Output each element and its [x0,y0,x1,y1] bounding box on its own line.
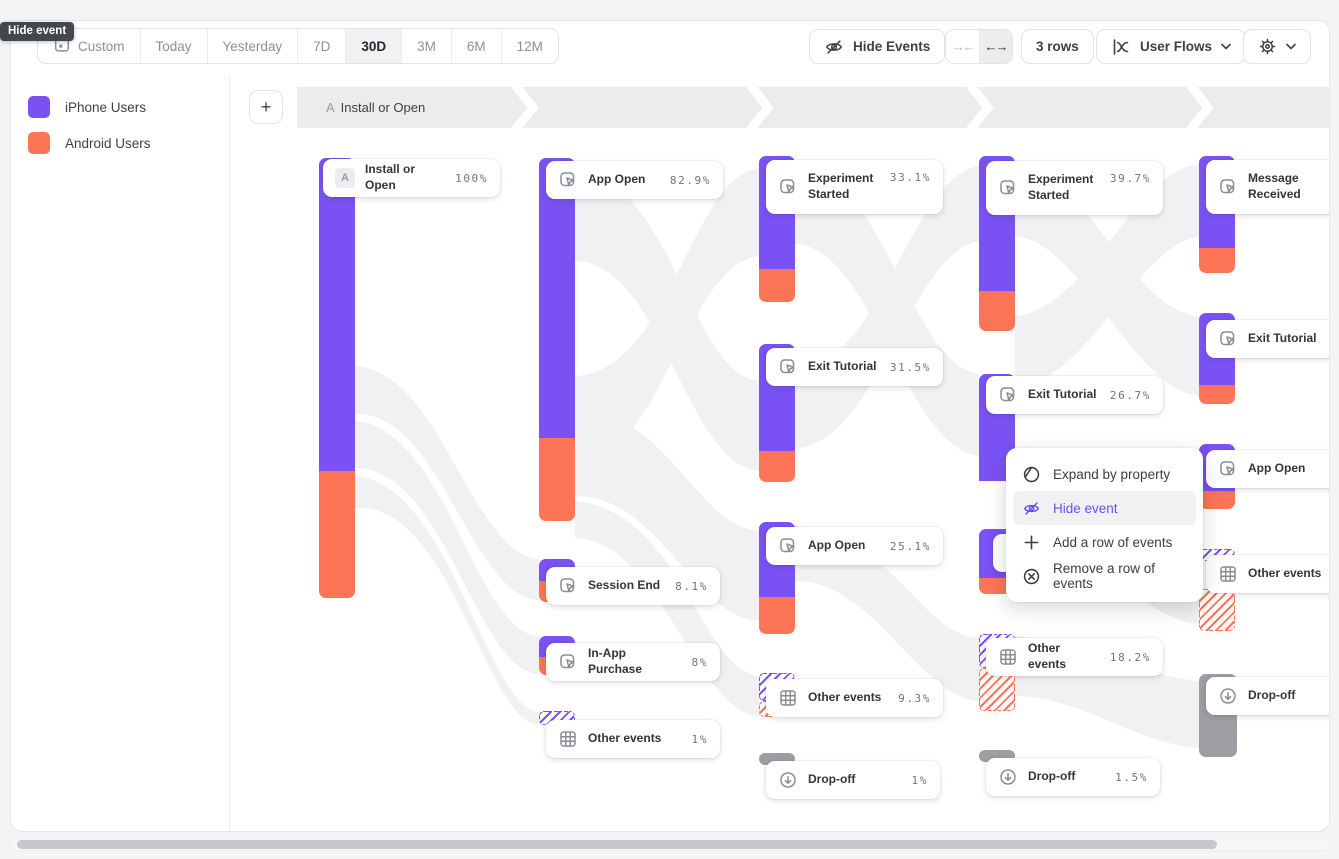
horizontal-scrollbar-track[interactable] [10,838,1330,851]
hide-eye-icon [1022,499,1041,518]
grid-icon [998,647,1018,667]
flow-bar-experiment-started-android[interactable] [759,269,795,302]
event-icon [558,170,578,190]
step-chevron-separator [511,87,539,128]
flow-bar-app-open-2-android[interactable] [759,597,795,634]
menu-item-add-row-of-events[interactable]: Add a row of events [1013,525,1196,559]
event-icon [1218,177,1238,197]
eye-off-icon [824,37,844,57]
rows-button[interactable]: 3 rows [1021,29,1094,64]
flow-node-experiment-started[interactable]: Experiment Started 33.1% [766,160,943,214]
legend-item-android[interactable]: Android Users [28,132,151,154]
flow-bar-message-received-android[interactable] [1199,248,1235,273]
date-range-30d[interactable]: 30D [346,29,403,63]
step-a-badge: A [335,168,355,188]
main-panel: Custom Today Yesterday 7D 30D 3M 6M 12M … [10,20,1330,832]
flow-node-install-or-open[interactable]: A Install or Open 100% [323,159,500,197]
flow-bar-app-open-android[interactable] [539,438,575,521]
flow-node-exit-tutorial-2[interactable]: Exit Tutorial 26.7% [986,376,1163,414]
expand-property-icon [1022,465,1041,484]
date-range-3m[interactable]: 3M [402,29,452,63]
flow-node-exit-tutorial-3[interactable]: Exit Tutorial [1206,320,1329,358]
event-icon [778,177,798,197]
event-icon [778,536,798,556]
flow-node-drop-off-2[interactable]: Drop-off 1.5% [986,758,1160,796]
hide-events-button[interactable]: Hide Events [809,29,946,64]
flow-node-in-app-purchase[interactable]: In-App Purchase 8% [546,643,720,681]
chevron-down-icon [1286,43,1296,50]
menu-item-remove-row-of-events[interactable]: Remove a row of events [1013,559,1196,593]
android-users-swatch [28,132,50,154]
step-chevron-separator [966,87,994,128]
gear-icon [1258,37,1277,56]
date-range-12m[interactable]: 12M [516,38,543,54]
flow-steps-bar: A Install or Open [297,87,1329,128]
event-icon [778,357,798,377]
settings-dropdown[interactable] [1243,29,1311,64]
legend-item-iphone[interactable]: iPhone Users [28,96,146,118]
flow-bar-app-open-iphone[interactable] [539,158,575,438]
flow-node-app-open[interactable]: App Open 82.9% [546,161,723,199]
flow-bar-app-open-3-android[interactable] [1199,491,1235,509]
menu-item-hide-event[interactable]: Hide event [1013,491,1196,525]
collapse-columns-button[interactable]: →← [951,39,976,54]
drop-off-icon [998,767,1018,787]
breadcrumb-step-1[interactable]: A Install or Open [326,100,426,115]
flow-node-session-end[interactable]: Session End 8.1% [546,567,720,605]
flow-node-exit-tutorial[interactable]: Exit Tutorial 31.5% [766,348,943,386]
flow-bar-install-or-open-android[interactable] [319,471,355,598]
flow-bar-other-events-4-hatched-android[interactable] [1199,589,1235,631]
date-range-label: Custom [78,38,125,54]
flow-node-drop-off[interactable]: Drop-off 1% [766,761,940,799]
flow-bar-exit-tutorial-android[interactable] [759,451,795,482]
event-icon [998,385,1018,405]
step-chevron-separator [1186,87,1214,128]
sidebar-divider [229,76,230,831]
flow-node-other-events-2[interactable]: Other events 9.3% [766,679,943,717]
flow-bar-install-or-open-iphone[interactable] [319,158,355,471]
flow-node-message-received[interactable]: Message Received [1206,160,1329,214]
date-range-7d[interactable]: 7D [298,29,347,63]
flow-node-other-events[interactable]: Other events 1% [546,720,720,758]
event-icon [558,576,578,596]
remove-circle-icon [1022,567,1041,586]
menu-item-expand-by-property[interactable]: Expand by property [1013,457,1196,491]
flow-node-app-open-2[interactable]: App Open 25.1% [766,527,943,565]
flow-node-drop-off-3[interactable]: Drop-off [1206,677,1329,715]
flow-bar-experiment-started-2-android[interactable] [979,291,1015,331]
node-context-menu: Expand by property Hide event [1006,448,1203,602]
event-icon [1218,329,1238,349]
hide-event-tooltip: Hide event [0,22,75,41]
grid-icon [1218,564,1238,584]
flow-node-other-events-4[interactable]: Other events [1206,555,1329,593]
flow-node-experiment-started-2[interactable]: Experiment Started 39.7% [986,161,1163,215]
grid-icon [778,688,798,708]
flow-bar-exit-tutorial-3-android[interactable] [1199,385,1235,404]
collapse-expand-toggle: →← ←→ [945,29,1013,64]
iphone-users-swatch [28,96,50,118]
horizontal-scrollbar-thumb[interactable] [17,840,1217,849]
user-flows-chart-icon [1111,37,1131,57]
grid-icon [558,729,578,749]
add-step-button[interactable]: + [249,90,283,124]
date-range-control: Custom Today Yesterday 7D 30D 3M 6M 12M [37,28,559,64]
event-icon [558,652,578,672]
flow-node-other-events-3[interactable]: Other events 18.2% [986,638,1163,676]
view-type-dropdown[interactable]: User Flows [1096,29,1247,64]
step-chevron-separator [746,87,774,128]
date-range-6m[interactable]: 6M [452,29,502,63]
expand-columns-button[interactable]: ←→ [979,30,1012,63]
event-icon [998,178,1018,198]
event-icon [1218,459,1238,479]
date-range-today[interactable]: Today [141,29,208,63]
drop-off-icon [778,770,798,790]
plus-icon [1022,533,1041,552]
date-range-yesterday[interactable]: Yesterday [208,29,299,63]
flow-node-app-open-3[interactable]: App Open [1206,450,1329,488]
chevron-down-icon [1221,43,1231,50]
drop-off-icon [1218,686,1238,706]
